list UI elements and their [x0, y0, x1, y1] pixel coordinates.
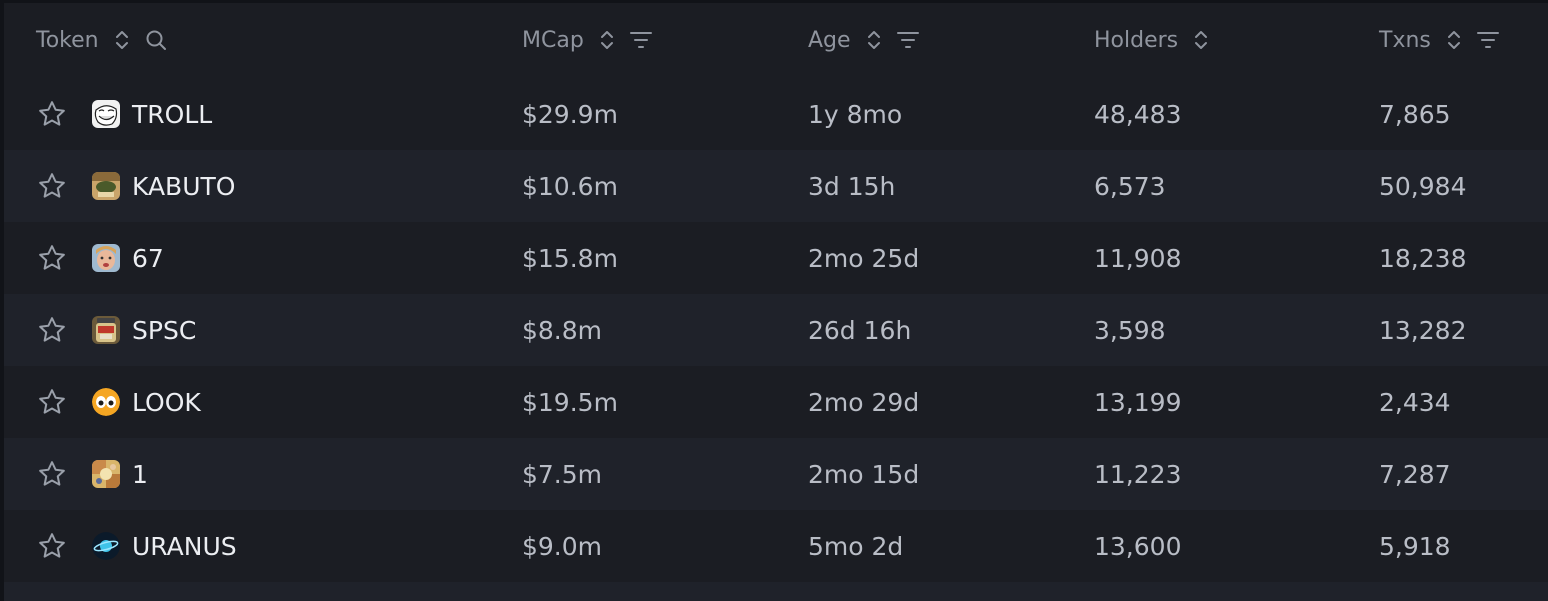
jar-label-icon	[92, 316, 120, 344]
table-row[interactable]: SPSC $8.8m 26d 16h 3,598 13,282	[4, 294, 1548, 366]
mcap-value: $7.5m	[522, 459, 603, 489]
column-header-age[interactable]: Age	[808, 26, 919, 54]
mcap-value: $29.9m	[522, 99, 618, 129]
table-row[interactable]: URANUS $9.0m 5mo 2d 13,600 5,918	[4, 510, 1548, 582]
holders-value: 13,600	[1094, 531, 1182, 561]
sort-icon[interactable]	[115, 29, 129, 51]
holders-value: 13,199	[1094, 387, 1182, 417]
token-symbol[interactable]: URANUS	[132, 531, 237, 561]
table-row[interactable]: 1 $7.5m 2mo 15d 11,223 7,287	[4, 438, 1548, 510]
txns-value: 5,918	[1379, 531, 1451, 561]
table-row[interactable]: TROLL $29.9m 1y 8mo 48,483 7,865	[4, 78, 1548, 150]
sort-icon[interactable]	[600, 29, 614, 51]
token-symbol[interactable]: KABUTO	[132, 171, 236, 201]
star-icon[interactable]	[36, 242, 68, 274]
search-icon[interactable]	[145, 29, 167, 51]
token-symbol[interactable]: 1	[132, 459, 148, 489]
token-symbol[interactable]: TROLL	[132, 99, 213, 129]
column-header-token[interactable]: Token	[36, 26, 167, 54]
age-value: 5mo 2d	[808, 531, 904, 561]
txns-value: 7,287	[1379, 459, 1451, 489]
sort-icon[interactable]	[867, 29, 881, 51]
holders-value: 3,598	[1094, 315, 1166, 345]
txns-value: 2,434	[1379, 387, 1451, 417]
age-value: 2mo 15d	[808, 459, 920, 489]
mcap-value: $15.8m	[522, 243, 618, 273]
table-header: Token MCap Age	[4, 3, 1548, 77]
kabuto-icon	[92, 172, 120, 200]
column-header-label: Age	[808, 27, 851, 53]
age-value: 2mo 25d	[808, 243, 920, 273]
age-value: 26d 16h	[808, 315, 912, 345]
star-icon[interactable]	[36, 530, 68, 562]
column-header-txns[interactable]: Txns	[1379, 26, 1499, 54]
mcap-value: $19.5m	[522, 387, 618, 417]
age-value: 2mo 29d	[808, 387, 920, 417]
star-icon[interactable]	[36, 98, 68, 130]
holders-value: 6,573	[1094, 171, 1166, 201]
star-icon[interactable]	[36, 458, 68, 490]
token-symbol[interactable]: SPSC	[132, 315, 197, 345]
mcap-value: $8.8m	[522, 315, 603, 345]
txns-value: 18,238	[1379, 243, 1467, 273]
star-icon[interactable]	[36, 386, 68, 418]
troll-face-icon	[92, 100, 120, 128]
token-symbol[interactable]: LOOK	[132, 387, 201, 417]
mcap-value: $10.6m	[522, 171, 618, 201]
holders-value: 11,223	[1094, 459, 1182, 489]
sort-icon[interactable]	[1194, 29, 1208, 51]
sort-icon[interactable]	[1447, 29, 1461, 51]
token-table: Token MCap Age	[4, 3, 1548, 601]
txns-value: 50,984	[1379, 171, 1467, 201]
planet-icon	[92, 532, 120, 560]
mcap-value: $9.0m	[522, 531, 603, 561]
table-row[interactable]: LOOK $19.5m 2mo 29d 13,199 2,434	[4, 366, 1548, 438]
age-value: 1y 8mo	[808, 99, 903, 129]
column-header-label: Token	[36, 27, 99, 53]
filter-icon[interactable]	[629, 31, 652, 49]
txns-value: 7,865	[1379, 99, 1451, 129]
column-header-holders[interactable]: Holders	[1094, 26, 1208, 54]
column-header-label: Holders	[1094, 27, 1179, 53]
holders-value: 48,483	[1094, 99, 1182, 129]
column-header-label: MCap	[522, 27, 584, 53]
face-photo-icon	[92, 244, 120, 272]
table-row-partial	[4, 582, 1548, 601]
star-icon[interactable]	[36, 170, 68, 202]
column-header-label: Txns	[1379, 27, 1431, 53]
table-row[interactable]: KABUTO $10.6m 3d 15h 6,573 50,984	[4, 150, 1548, 222]
age-value: 3d 15h	[808, 171, 896, 201]
eyes-icon	[92, 388, 120, 416]
collage-icon	[92, 460, 120, 488]
star-icon[interactable]	[36, 314, 68, 346]
filter-icon[interactable]	[1476, 31, 1499, 49]
token-symbol[interactable]: 67	[132, 243, 164, 273]
filter-icon[interactable]	[896, 31, 919, 49]
table-row[interactable]: 67 $15.8m 2mo 25d 11,908 18,238	[4, 222, 1548, 294]
txns-value: 13,282	[1379, 315, 1467, 345]
holders-value: 11,908	[1094, 243, 1182, 273]
column-header-mcap[interactable]: MCap	[522, 26, 652, 54]
